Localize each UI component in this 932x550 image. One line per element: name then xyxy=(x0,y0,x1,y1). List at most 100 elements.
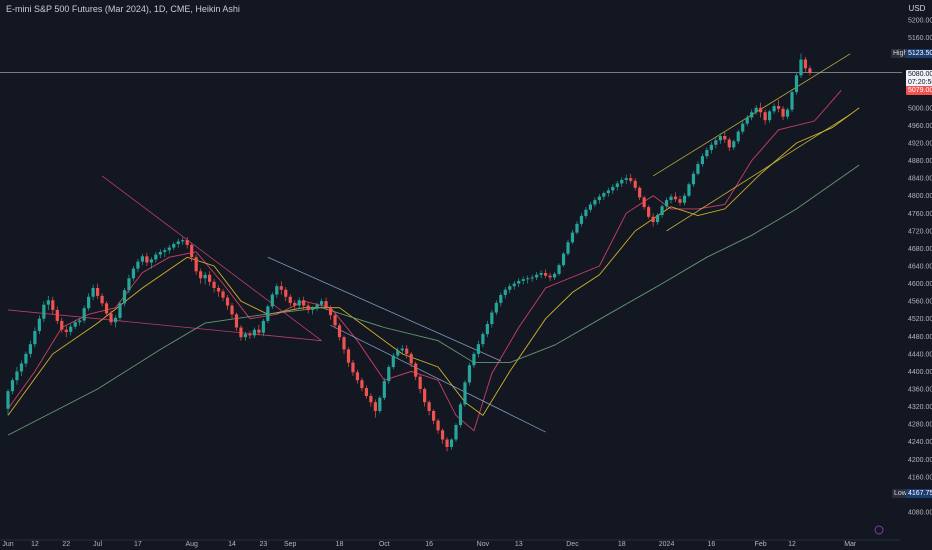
candle-body xyxy=(369,396,373,403)
candle-body xyxy=(736,131,740,142)
candle-body xyxy=(508,286,512,290)
trendline[interactable] xyxy=(267,256,501,362)
candle-body xyxy=(311,308,315,310)
trendline[interactable] xyxy=(7,309,322,342)
y-tick-label: 4720.00 xyxy=(908,228,932,235)
candle-body xyxy=(351,362,355,373)
candle-body xyxy=(149,259,153,263)
candle-body xyxy=(24,353,28,364)
y-tick-label: 4800.00 xyxy=(908,193,932,200)
candle-body xyxy=(472,353,476,366)
candle-body xyxy=(741,123,745,132)
candle-body xyxy=(423,389,427,403)
y-tick-label: 4160.00 xyxy=(908,474,932,481)
x-tick-label: 16 xyxy=(707,541,715,548)
candle-body xyxy=(275,286,279,295)
trendline[interactable] xyxy=(330,324,546,433)
candle-body xyxy=(808,68,812,73)
candle-body xyxy=(302,300,306,306)
y-tick-label: 5160.00 xyxy=(908,35,932,42)
candle-body xyxy=(33,331,37,345)
candle-body xyxy=(69,326,73,332)
candle-body xyxy=(297,300,301,306)
x-tick-label: 18 xyxy=(618,541,626,548)
candle-body xyxy=(638,187,642,198)
y-tick-label: 4760.00 xyxy=(908,211,932,218)
candle-body xyxy=(37,318,41,332)
y-tick-label: 4080.00 xyxy=(908,510,932,517)
candle-body xyxy=(167,247,171,251)
candle-body xyxy=(700,156,704,165)
trendline[interactable] xyxy=(666,114,851,232)
candle-body xyxy=(629,178,633,181)
candle-body xyxy=(243,334,248,338)
candle-body xyxy=(279,286,283,290)
candle-body xyxy=(696,164,700,174)
candle-body xyxy=(355,372,360,381)
y-tick-label: 4920.00 xyxy=(908,141,932,148)
candle-body xyxy=(620,179,624,184)
candle-body xyxy=(530,277,534,279)
candle-body xyxy=(261,320,265,333)
candle-body xyxy=(664,200,669,207)
last-price-tag: 5080.00 xyxy=(906,70,932,79)
candle-body xyxy=(476,344,480,354)
y-tick-label: 4600.00 xyxy=(908,281,932,288)
candle-body xyxy=(570,232,575,243)
y-tick-label: 4200.00 xyxy=(908,457,932,464)
candle-body xyxy=(750,112,754,118)
candle-body xyxy=(414,363,418,377)
candle-body xyxy=(145,256,149,263)
candle-body xyxy=(234,314,239,328)
candle-body xyxy=(499,294,503,303)
candle-body xyxy=(172,244,176,248)
logo-icon xyxy=(874,525,884,535)
candle-body xyxy=(140,256,144,262)
candle-body xyxy=(669,196,673,201)
candle-body xyxy=(306,305,310,310)
candle-body xyxy=(190,244,194,258)
candle-body xyxy=(320,301,324,305)
candle-body xyxy=(364,388,368,397)
candle-body xyxy=(257,329,261,333)
candle-body xyxy=(122,290,127,304)
candle-body xyxy=(64,329,68,332)
candle-body xyxy=(745,117,749,124)
candle-body xyxy=(526,278,530,280)
x-tick-label: Jun xyxy=(2,541,13,548)
candle-body xyxy=(405,348,409,354)
candle-body xyxy=(606,190,610,194)
trendline[interactable] xyxy=(101,175,322,341)
candle-body xyxy=(208,274,212,282)
candle-body xyxy=(539,273,543,275)
candle-body xyxy=(449,439,454,447)
candle-body xyxy=(723,135,727,140)
candle-body xyxy=(535,274,539,278)
candle-body xyxy=(593,200,597,205)
currency-selector[interactable]: USD xyxy=(908,3,926,13)
candle-body xyxy=(288,296,292,303)
candle-body xyxy=(185,240,189,245)
candle-body xyxy=(221,291,225,298)
candle-body xyxy=(454,425,458,440)
x-tick-label: Nov xyxy=(477,541,490,548)
candle-body xyxy=(588,204,592,210)
candle-body xyxy=(776,106,781,109)
candle-body xyxy=(203,274,207,279)
candle-body xyxy=(91,287,95,297)
candle-body xyxy=(360,380,364,389)
y-tick-label: 4560.00 xyxy=(908,299,932,306)
y-tick-label: 4680.00 xyxy=(908,246,932,253)
bar-countdown: 07:20:58 xyxy=(906,78,932,87)
candle-body xyxy=(176,241,180,245)
candle-body xyxy=(768,111,772,121)
candle-body xyxy=(73,322,77,327)
candle-body xyxy=(248,334,252,336)
x-tick-label: Dec xyxy=(566,541,579,548)
candle-body xyxy=(705,150,709,157)
candle-body xyxy=(615,183,619,187)
candle-body xyxy=(579,215,584,224)
candle-body xyxy=(467,365,472,383)
x-tick-label: Oct xyxy=(379,541,390,548)
